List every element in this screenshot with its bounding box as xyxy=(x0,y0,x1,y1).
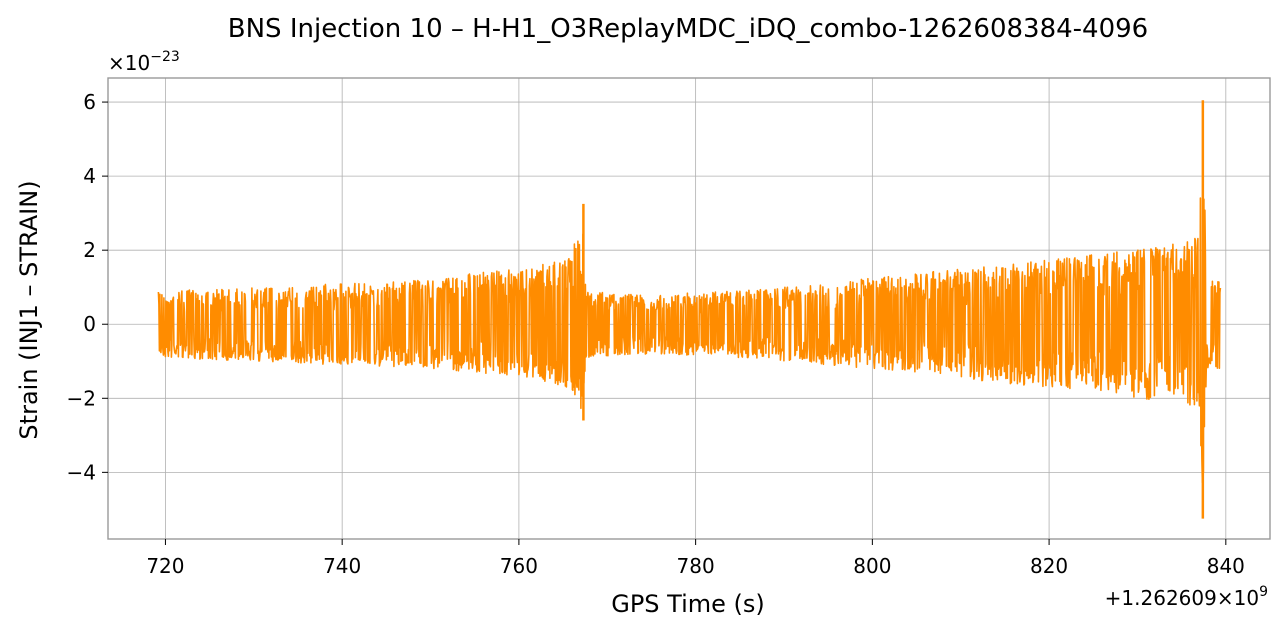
y-tick-label-1: −2 xyxy=(67,386,96,410)
y-tick-label-3: 2 xyxy=(83,238,96,262)
plot-area xyxy=(157,100,1222,519)
y-axis-ticks: −4 −2 0 2 4 6 xyxy=(67,90,108,484)
x-axis-offset-label: +1.262609×109 xyxy=(1105,584,1268,610)
chart-title: BNS Injection 10 – H-H1_O3ReplayMDC_iDQ_… xyxy=(228,14,1148,44)
x-tick-label-3: 780 xyxy=(677,554,715,578)
x-tick-label-2: 760 xyxy=(500,554,538,578)
x-tick-label-1: 740 xyxy=(323,554,361,578)
x-tick-label-4: 800 xyxy=(853,554,891,578)
y-axis-title: Strain (INJ1 – STRAIN) xyxy=(15,180,43,439)
y-tick-label-5: 6 xyxy=(83,90,96,114)
y-tick-label-0: −4 xyxy=(67,460,96,484)
x-tick-label-5: 820 xyxy=(1030,554,1068,578)
y-tick-label-2: 0 xyxy=(83,312,96,336)
plot-frame xyxy=(107,77,1271,540)
x-tick-label-6: 840 xyxy=(1207,554,1245,578)
x-tick-label-0: 720 xyxy=(146,554,184,578)
y-tick-label-4: 4 xyxy=(83,164,96,188)
x-axis-ticks: 720 740 760 780 800 820 840 xyxy=(146,539,1245,578)
signal-trace xyxy=(157,130,1222,484)
y-axis-scale-label: ×10−23 xyxy=(108,49,180,75)
x-axis-title: GPS Time (s) xyxy=(611,590,765,618)
